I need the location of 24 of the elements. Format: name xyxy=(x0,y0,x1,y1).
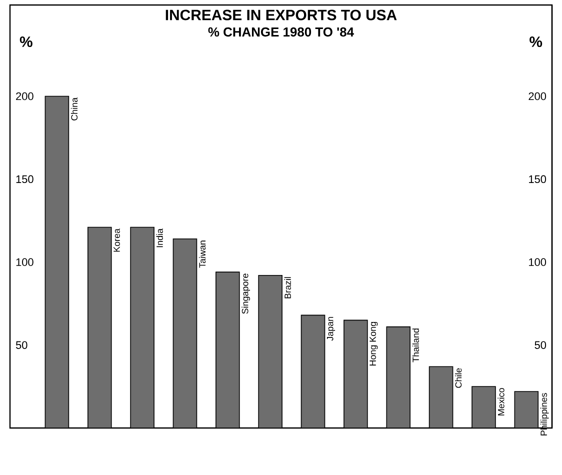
x-tick-label: Chile xyxy=(455,368,462,388)
x-tick-label: Brazil xyxy=(284,277,291,298)
chart-title: INCREASE IN EXPORTS TO USA xyxy=(166,10,397,20)
x-tick-label: India xyxy=(156,228,163,248)
y2-tick-label: 200 xyxy=(528,92,546,100)
x-tick-label: Hong Kong xyxy=(370,322,378,366)
y2-tick-label: 150 xyxy=(529,175,546,184)
text: % CHANGE 1980 TO '84 xyxy=(208,27,354,37)
y-axis-title: % xyxy=(20,36,32,48)
y-tick-label: 150 xyxy=(16,175,34,184)
x-tick-label: Philippines xyxy=(540,393,549,436)
y2-axis-title: % xyxy=(530,36,542,48)
y-tick-label: 200 xyxy=(16,92,34,100)
y2-tick-label: 50 xyxy=(534,341,546,349)
x-tick-label: Taiwan xyxy=(198,240,206,268)
x-tick-label: Thailand xyxy=(412,328,419,362)
x-tick-label: Singapore xyxy=(242,274,250,314)
x-tick-label: Japan xyxy=(327,316,336,341)
y-tick-label: 50 xyxy=(16,341,28,349)
y2-tick-label: 100 xyxy=(529,258,546,266)
x-tick-label: China xyxy=(70,97,78,120)
x-tick-label: Korea xyxy=(114,228,120,252)
x-tick-label: Mexico xyxy=(498,388,504,416)
y-tick-label: 100 xyxy=(16,258,34,266)
